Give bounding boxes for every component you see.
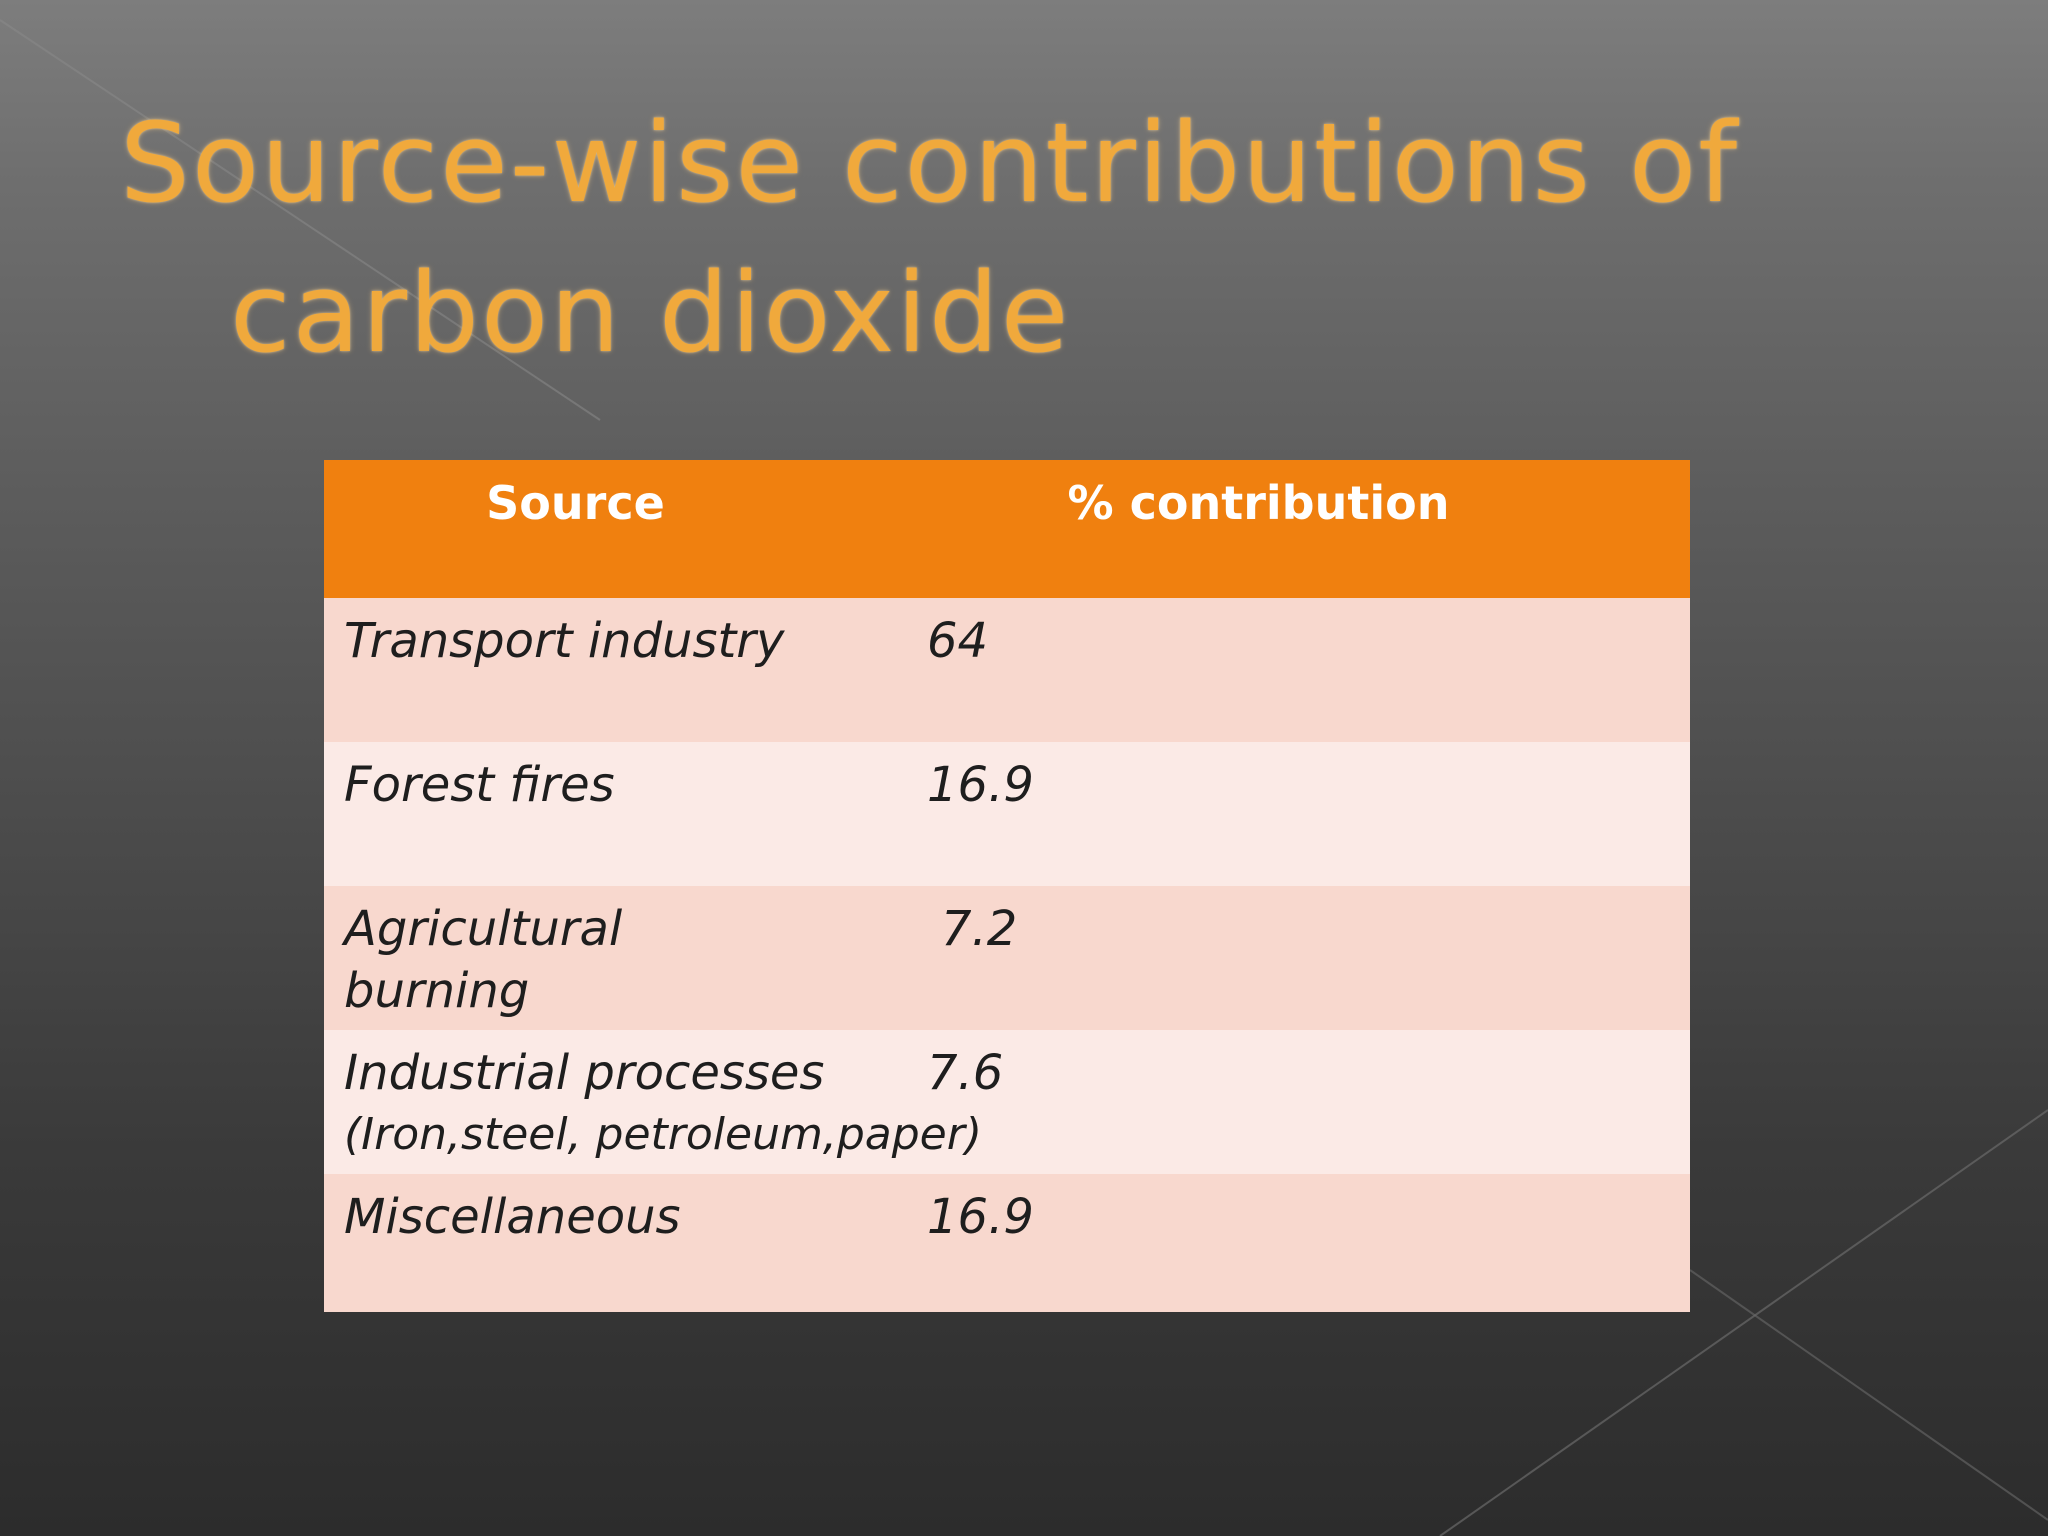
source-cell: Agricultural burning (324, 886, 1007, 1030)
table-header-row: Source % contribution (324, 460, 1690, 598)
header-percent-contribution: % contribution (1007, 460, 1690, 598)
source-cell: Transport industry (324, 598, 1007, 742)
value-cell: 16.9 (927, 1174, 1690, 1312)
value-cell: 7.6 (927, 1030, 1690, 1174)
source-cell: Industrial processes (Iron,steel, petrol… (324, 1030, 1007, 1174)
contribution-value: 7.2 (941, 901, 1018, 957)
contribution-value: 7.6 (927, 1045, 1004, 1101)
value-cell: 16.9 (927, 742, 1690, 886)
table-row: Forest fires 16.9 (324, 742, 1690, 886)
title-line-2: carbon dioxide (230, 249, 1071, 377)
source-cell: Forest fires (324, 742, 1007, 886)
source-cell: Miscellaneous (324, 1174, 1007, 1312)
source-sublabel: (Iron,steel, petroleum,paper) (344, 1109, 982, 1160)
source-label: Industrial processes (344, 1045, 825, 1101)
source-label: Forest fires (344, 757, 615, 813)
value-cell: 7.2 (941, 886, 1690, 1030)
co2-contribution-table: Source % contribution Transport industry… (324, 460, 1690, 1312)
source-label: Agricultural burning (344, 901, 623, 1019)
source-label: Transport industry (344, 613, 785, 669)
contribution-value: 64 (927, 613, 989, 669)
table-row: Agricultural burning 7.2 (324, 886, 1690, 1030)
value-cell: 64 (927, 598, 1690, 742)
table-row: Industrial processes (Iron,steel, petrol… (324, 1030, 1690, 1174)
table-row: Transport industry 64 (324, 598, 1690, 742)
contribution-value: 16.9 (927, 757, 1034, 813)
source-label: Miscellaneous (344, 1189, 681, 1245)
contribution-value: 16.9 (927, 1189, 1034, 1245)
header-source: Source (324, 460, 1007, 598)
decor-line-bottom-2 (1689, 1269, 2048, 1521)
slide-title: Source-wise contributions of carbon diox… (120, 88, 1820, 388)
table-row: Miscellaneous 16.9 (324, 1174, 1690, 1312)
title-line-1: Source-wise contributions of (120, 99, 1739, 227)
